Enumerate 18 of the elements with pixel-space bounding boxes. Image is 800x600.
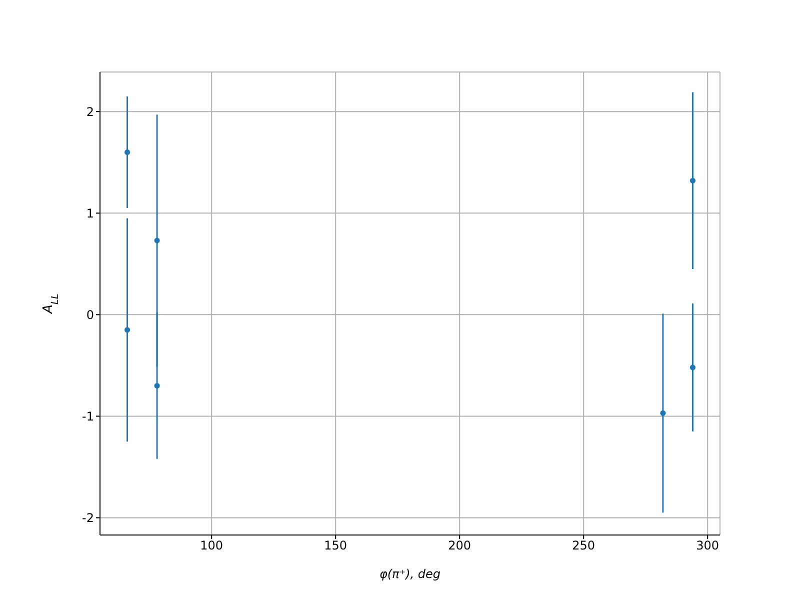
point — [154, 382, 160, 389]
point — [154, 238, 160, 244]
point — [124, 327, 130, 333]
point — [660, 410, 666, 416]
x-tick-label: 150 — [324, 538, 348, 553]
y-tick-label: -1 — [82, 409, 94, 424]
x-tick-label: 100 — [200, 538, 224, 553]
y-tick-label: -2 — [82, 511, 94, 525]
y-tick-label: 2 — [86, 104, 94, 119]
y-tick-label: 1 — [86, 206, 94, 220]
x-tick-label: 200 — [448, 538, 472, 553]
x-axis-title: φ(π⁺), deg — [379, 567, 441, 581]
point — [690, 364, 696, 370]
point — [124, 149, 130, 156]
y-tick-label: 0 — [86, 308, 94, 322]
point — [690, 178, 696, 184]
x-tick-label: 250 — [572, 538, 596, 553]
x-tick-label: 300 — [696, 538, 720, 553]
